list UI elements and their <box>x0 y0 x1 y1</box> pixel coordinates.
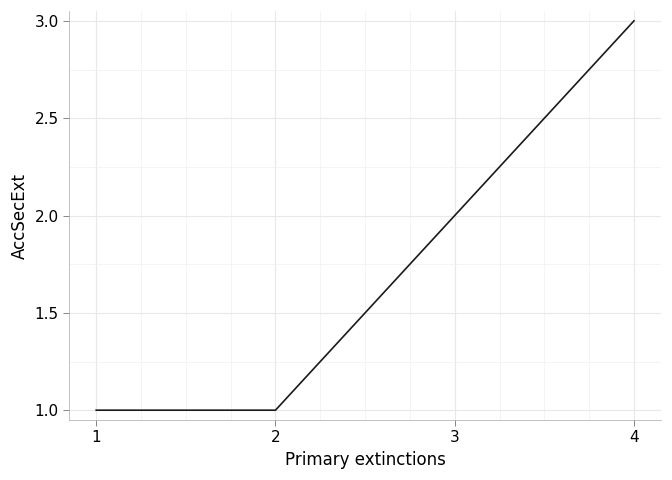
Y-axis label: AccSecExt: AccSecExt <box>11 172 29 259</box>
X-axis label: Primary extinctions: Primary extinctions <box>285 451 446 469</box>
